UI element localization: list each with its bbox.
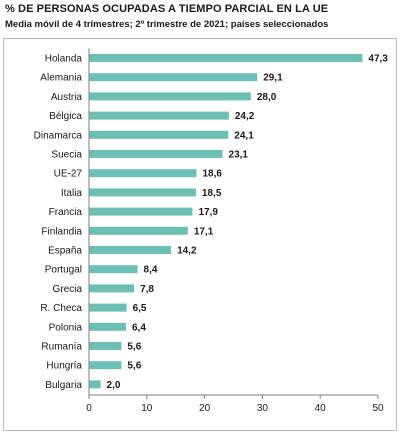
category-label: Dinamarca [34,130,83,141]
bar [89,342,122,350]
value-label: 29,1 [263,73,283,84]
category-label: Italia [61,188,83,199]
chart-frame [3,38,397,431]
category-label: Finlandia [41,226,82,237]
category-label: Polonia [49,322,83,333]
value-label: 23,1 [229,150,249,161]
bar [89,169,197,178]
bar [89,150,223,158]
value-label: 28,0 [257,92,277,103]
bar [89,226,188,235]
x-tick-label: 0 [86,403,92,414]
value-label: 5,6 [127,361,141,372]
value-label: 14,2 [177,246,197,257]
category-label: Grecia [53,284,83,295]
category-label: España [48,246,82,257]
bar [89,303,127,312]
bar [89,54,363,62]
x-tick-label: 50 [372,403,384,414]
x-tick-label: 30 [257,403,269,414]
value-label: 24,2 [235,111,255,122]
category-label: Bélgica [49,111,82,122]
bar [89,188,196,197]
category-label: Austria [51,92,83,103]
bar [89,361,122,370]
bar [89,246,172,254]
value-label: 7,8 [140,284,154,295]
bar [89,322,126,331]
bar [89,265,138,274]
bar [89,380,101,389]
bar [89,111,229,120]
bar [89,92,251,101]
x-tick-label: 10 [141,403,153,414]
value-label: 6,4 [132,322,146,333]
value-label: 8,4 [144,265,158,276]
chart-subtitle: Media móvil de 4 trimestres; 2º trimestr… [5,19,329,30]
x-tick-label: 20 [199,403,211,414]
bar [89,284,135,293]
value-label: 47,3 [368,54,388,65]
value-label: 17,9 [198,207,218,218]
category-label: UE-27 [54,169,83,180]
category-label: Bulgaria [45,380,82,391]
bar [89,130,229,139]
category-label: Francia [49,207,83,218]
category-label: Suecia [51,150,82,161]
value-label: 24,1 [234,130,254,141]
category-label: Portugal [45,265,82,276]
x-tick-label: 40 [315,403,327,414]
value-label: 17,1 [194,226,214,237]
category-label: Holanda [45,54,83,65]
chart-title: % DE PERSONAS OCUPADAS A TIEMPO PARCIAL … [5,3,329,15]
category-label: Hungría [46,361,82,372]
value-label: 18,5 [202,188,222,199]
value-label: 6,5 [133,303,147,314]
value-label: 2,0 [107,380,121,391]
category-label: R. Checa [40,303,82,314]
category-label: Alemania [40,73,82,84]
bar [89,207,193,216]
category-label: Rumanía [41,342,82,353]
bar [89,73,258,82]
value-label: 18,6 [203,169,223,180]
value-label: 5,6 [127,342,141,353]
